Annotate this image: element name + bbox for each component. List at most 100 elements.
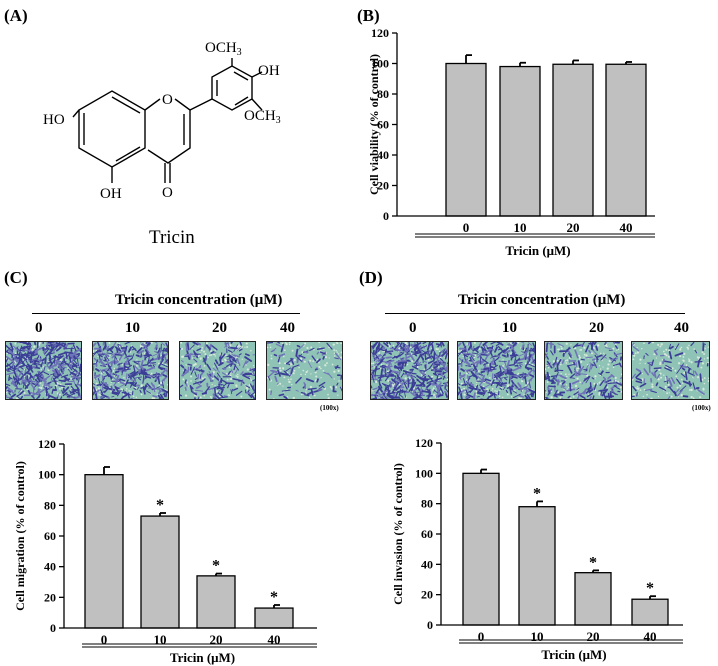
d-x-tick-label-10: 10 [531, 629, 544, 644]
stained-cells [6, 342, 81, 399]
c-x-axis-title: Tricin (μM) [170, 650, 235, 665]
c-micrograph-40 [266, 341, 343, 400]
ring-oxygen-label: O [162, 92, 173, 108]
d-micrograph-0 [370, 341, 449, 400]
panel-a-label: (A) [4, 6, 28, 25]
c-y-axis-title: Cell migration (% of control) [13, 461, 27, 611]
d-x-axis-title: Tricin (μM) [541, 647, 606, 662]
c-dose-0: 0 [35, 320, 43, 336]
d-dose-10: 10 [502, 320, 517, 336]
d-micrograph-10 [457, 341, 536, 400]
micrograph-texture [267, 342, 342, 399]
stained-cells [93, 342, 168, 399]
panel-d-label: (D) [359, 268, 383, 287]
c-concentration-rule [32, 313, 300, 314]
d-y-axis-title: Cell invasion (% of control) [391, 463, 405, 605]
b-y-axis-title: Cell viability (% of control) [367, 54, 381, 195]
b-y-tick-label-40: 40 [377, 148, 389, 162]
c-magnification: (100x) [320, 404, 339, 412]
b-y-tick-label-80: 80 [377, 87, 389, 101]
stained-cells [371, 342, 448, 399]
c-micrograph-0 [5, 341, 82, 400]
d-y-tick-label-60: 60 [421, 527, 433, 541]
c-micrograph-20 [179, 341, 256, 400]
c-x-tick-label-10: 10 [154, 632, 167, 647]
c-bar-20 [196, 575, 236, 629]
d-magnification: (100x) [692, 404, 711, 412]
d-bar-10 [518, 506, 556, 626]
c-x-tick-label-40: 40 [268, 632, 281, 647]
d-bar-20 [574, 572, 612, 626]
stained-cells [180, 342, 255, 399]
micrograph-texture [6, 342, 81, 399]
stained-cells [545, 342, 622, 399]
d-x-tick-label-0: 0 [478, 629, 485, 644]
hydroxyl-right-label: OH [258, 63, 280, 79]
b-x-tick-label-0: 0 [463, 220, 470, 235]
c-x-tick-label-20: 20 [210, 632, 223, 647]
methoxy-bottom-label: OCH3 [244, 108, 281, 126]
d-concentration-title: Tricin concentration (μM) [458, 292, 626, 308]
b-y-tick-label-120: 120 [371, 26, 389, 40]
c-dose-10: 10 [125, 320, 140, 336]
d-bar-40 [631, 598, 669, 626]
d-micrograph-40 [631, 341, 710, 400]
c-y-tick-label-80: 80 [44, 498, 56, 512]
methoxy-top-label: OCH3 [205, 40, 242, 58]
b-x-tick-label-20: 20 [567, 220, 580, 235]
d-y-tick-label-80: 80 [421, 497, 433, 511]
d-micrograph-20 [544, 341, 623, 400]
tricin-structure [72, 58, 263, 183]
d-y-tick-label-100: 100 [415, 466, 433, 480]
d-x-tick-label-40: 40 [644, 629, 657, 644]
c-dose-20: 20 [212, 320, 227, 336]
b-y-tick-label-60: 60 [377, 118, 389, 132]
b-y-tick-label-100: 100 [371, 57, 389, 71]
micrograph-texture [371, 342, 448, 399]
b-x-tick-label-10: 10 [514, 220, 527, 235]
c-micrograph-10 [92, 341, 169, 400]
b-x-axis-title: Tricin (μM) [505, 243, 570, 258]
b-y-tick-label-0: 0 [383, 209, 389, 223]
b-x-tick-label-40: 40 [620, 220, 633, 235]
carbonyl-oxygen-label: O [162, 185, 173, 201]
d-y-tick-label-20: 20 [421, 588, 433, 602]
d-dose-20: 20 [589, 320, 604, 336]
c-y-tick-label-60: 60 [44, 529, 56, 543]
micrograph-texture [180, 342, 255, 399]
micrograph-texture [458, 342, 535, 399]
c-y-tick-label-0: 0 [50, 621, 56, 635]
micrograph-texture [632, 342, 709, 399]
c-x-tick-label-0: 0 [101, 632, 108, 647]
d-bar-0 [462, 472, 500, 626]
d-y-tick-label-120: 120 [415, 436, 433, 450]
c-significance-20: * [212, 558, 220, 575]
micrograph-texture [93, 342, 168, 399]
c-concentration-title: Tricin concentration (μM) [115, 292, 283, 308]
d-y-tick-label-0: 0 [427, 618, 433, 632]
d-significance-40: * [646, 580, 654, 597]
stained-cells [632, 342, 709, 399]
compound-name: Tricin [149, 227, 195, 248]
c-y-tick-label-120: 120 [38, 437, 56, 451]
stained-cells [267, 342, 342, 399]
d-x-tick-label-20: 20 [587, 629, 600, 644]
stained-cells [458, 342, 535, 399]
c-y-tick-label-40: 40 [44, 560, 56, 574]
panel-c-label: (C) [4, 268, 28, 287]
oh-bottom-label: OH [100, 186, 122, 202]
c-y-tick-label-20: 20 [44, 590, 56, 604]
c-bar-0 [84, 474, 124, 629]
b-y-tick-label-20: 20 [377, 179, 389, 193]
d-y-tick-label-40: 40 [421, 557, 433, 571]
d-concentration-rule [385, 313, 685, 314]
d-significance-20: * [589, 554, 597, 571]
d-significance-10: * [533, 485, 541, 502]
panel-b-label: (B) [357, 6, 380, 25]
d-dose-0: 0 [409, 320, 417, 336]
c-significance-40: * [270, 589, 278, 606]
c-y-tick-label-100: 100 [38, 468, 56, 482]
